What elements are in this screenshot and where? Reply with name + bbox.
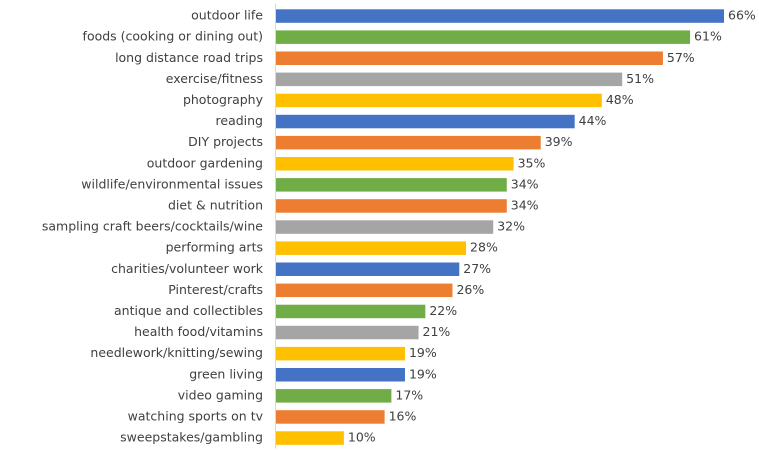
bar (276, 178, 507, 192)
bar (276, 389, 392, 403)
data-label: 32% (497, 219, 525, 234)
data-label: 51% (626, 71, 654, 86)
y-tick-label: photography (183, 92, 264, 107)
bar (276, 30, 691, 44)
bar (276, 325, 419, 340)
bar (276, 220, 494, 234)
data-label: 34% (511, 176, 539, 191)
data-label: 48% (606, 92, 634, 107)
bar (276, 114, 575, 129)
y-tick-label: health food/vitamins (134, 324, 263, 339)
y-tick-label: sweepstakes/gambling (120, 430, 263, 445)
data-label: 35% (518, 155, 546, 170)
data-label: 44% (579, 113, 607, 128)
data-label: 26% (456, 282, 484, 297)
y-tick-label: long distance road trips (115, 50, 263, 65)
data-label: 28% (470, 240, 498, 255)
bar (276, 241, 467, 255)
bar (276, 283, 453, 298)
y-tick-label: exercise/fitness (166, 71, 263, 86)
y-tick-label: charities/volunteer work (111, 261, 264, 276)
bar (276, 262, 460, 276)
y-tick-label: diet & nutrition (168, 197, 263, 212)
bar (276, 410, 385, 424)
y-tick-label: foods (cooking or dining out) (83, 29, 263, 44)
data-label: 10% (348, 430, 376, 445)
bar (276, 157, 514, 171)
y-tick-label: DIY projects (188, 134, 263, 149)
data-label: 21% (423, 324, 451, 339)
y-tick-label: green living (189, 366, 263, 381)
y-tick-label: watching sports on tv (128, 408, 264, 423)
bar (276, 9, 724, 23)
data-label: 16% (389, 408, 417, 423)
bar (276, 93, 602, 108)
bar (276, 72, 623, 87)
y-tick-label: video gaming (178, 387, 263, 402)
bar (276, 304, 426, 319)
y-tick-label: outdoor gardening (147, 155, 263, 170)
bar (276, 199, 507, 213)
data-label: 57% (667, 50, 695, 65)
bar (276, 368, 405, 382)
bar (276, 346, 405, 361)
data-label: 34% (511, 197, 539, 212)
y-tick-label: reading (216, 113, 263, 128)
data-label: 61% (694, 29, 722, 44)
data-label: 39% (545, 134, 573, 149)
data-label: 19% (409, 345, 437, 360)
y-tick-label: antique and collectibles (114, 303, 263, 318)
y-tick-label: sampling craft beers/cocktails/wine (42, 219, 263, 234)
bar (276, 431, 344, 445)
y-tick-label: outdoor life (191, 8, 263, 23)
data-label: 19% (409, 366, 437, 381)
data-label: 17% (395, 387, 423, 402)
y-tick-label: performing arts (166, 240, 263, 255)
bar (276, 51, 663, 65)
y-tick-label: Pinterest/crafts (168, 282, 263, 297)
data-label: 22% (429, 303, 457, 318)
y-tick-label: needlework/knitting/sewing (90, 345, 263, 360)
y-tick-label: wildlife/environmental issues (81, 176, 263, 191)
bar (276, 135, 541, 150)
data-label: 27% (463, 261, 491, 276)
data-label: 66% (728, 8, 756, 23)
